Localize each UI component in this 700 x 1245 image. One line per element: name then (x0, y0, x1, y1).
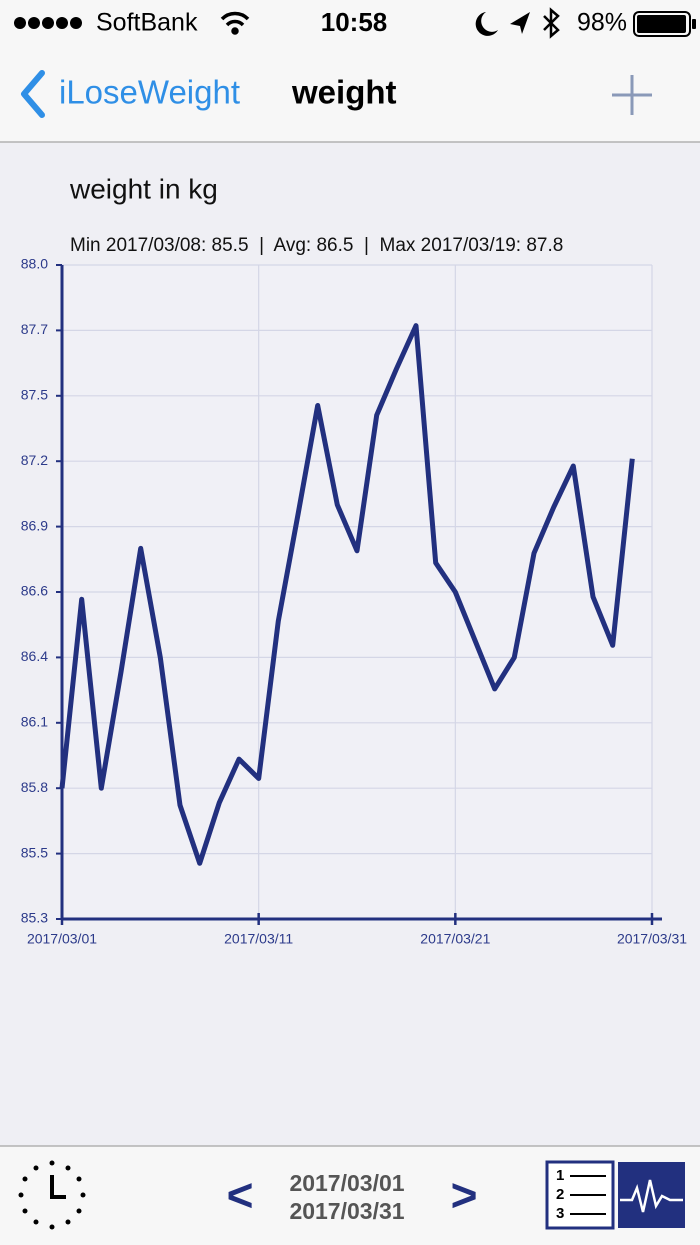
header-bg (0, 0, 700, 142)
range-end: 2017/03/31 (289, 1198, 404, 1224)
back-button[interactable]: iLoseWeight (59, 74, 240, 111)
wifi-icon (220, 11, 250, 35)
chart-button[interactable] (618, 1162, 685, 1228)
y-tick-label: 86.1 (21, 714, 48, 730)
y-tick-label: 85.3 (21, 910, 48, 926)
back-chevron[interactable] (21, 70, 45, 118)
chart: weight in kg Min 2017/03/08: 85.5 | Avg:… (21, 173, 687, 946)
x-tick-label: 2017/03/01 (27, 931, 97, 947)
next-button[interactable]: > (451, 1169, 478, 1221)
location-icon (510, 12, 530, 34)
y-tick-label: 86.6 (21, 583, 48, 599)
signal (14, 17, 82, 29)
prev-button[interactable]: < (227, 1169, 254, 1221)
add-button[interactable] (612, 75, 652, 115)
y-tick-label: 88.0 (21, 256, 48, 272)
clock: 10:58 (321, 7, 388, 37)
battery-icon (633, 11, 696, 37)
battery-level: 98% (577, 9, 627, 37)
y-tick-label: 87.2 (21, 452, 48, 468)
svg-text:2: 2 (556, 1186, 564, 1203)
svg-text:1: 1 (556, 1167, 564, 1184)
y-tick-label: 85.8 (21, 779, 48, 795)
range-start: 2017/03/01 (289, 1170, 404, 1196)
y-tick-label: 86.9 (21, 517, 48, 533)
history-button[interactable] (18, 1160, 86, 1230)
list-button[interactable]: 1 2 3 (545, 1160, 615, 1230)
y-tick-label: 85.5 (21, 844, 48, 860)
y-tick-label: 87.5 (21, 387, 48, 403)
moon-icon (475, 12, 498, 36)
chart-title: weight in kg (69, 173, 218, 204)
x-tick-label: 2017/03/11 (224, 931, 293, 947)
x-tick-label: 2017/03/21 (420, 931, 490, 947)
y-tick-label: 86.4 (21, 648, 48, 664)
nav-title: weight (291, 74, 397, 111)
carrier: SoftBank (96, 9, 198, 37)
bluetooth-icon (543, 7, 560, 39)
chart-subtitle: Min 2017/03/08: 85.5 | Avg: 86.5 | Max 2… (70, 235, 563, 256)
data-line (59, 323, 635, 866)
svg-text:3: 3 (556, 1205, 564, 1222)
y-tick-label: 87.7 (21, 321, 48, 337)
x-tick-label: 2017/03/31 (617, 931, 687, 947)
